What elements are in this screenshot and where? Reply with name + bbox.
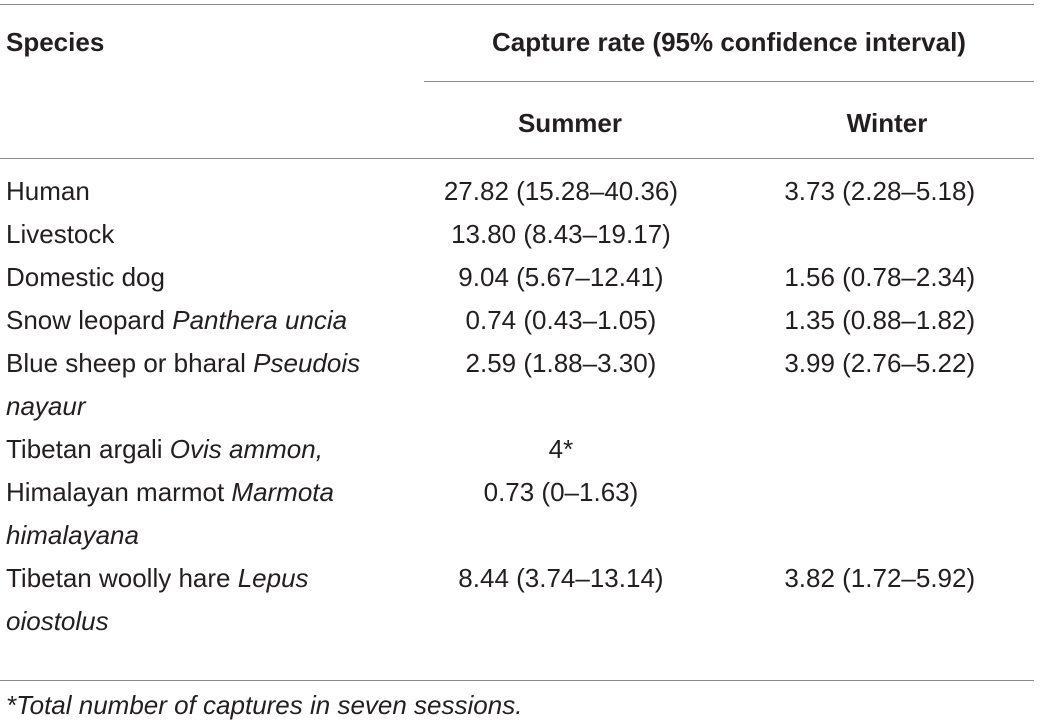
species-cell: Livestock [0, 213, 398, 256]
table-row: Human 27.82 (15.28–40.36) 3.73 (2.28–5.18) [0, 170, 1034, 213]
table-row: Livestock 13.80 (8.43–19.17) [0, 213, 1034, 256]
species-cell: Himalayan marmot Marmota himalayana [0, 471, 398, 557]
species-common-name: Snow leopard [6, 305, 173, 335]
header-capture-rate: Capture rate (95% confidence interval) [492, 27, 966, 57]
species-cell: Domestic dog [0, 256, 398, 299]
table-row: Blue sheep or bharal Pseudois nayaur 2.59… [0, 342, 1034, 428]
species-common-name: Tibetan woolly hare [6, 563, 238, 593]
summer-rate-cell: 9.04 (5.67–12.41) [458, 262, 664, 292]
header-subrule [424, 81, 1034, 82]
species-cell: Tibetan argali Ovis ammon, [0, 428, 398, 471]
table-row: Snow leopard Panthera uncia 0.74 (0.43–1.… [0, 299, 1034, 342]
species-scientific-name: Lepus oiostolus [6, 563, 309, 636]
table-row: Domestic dog 9.04 (5.67–12.41) 1.56 (0.78–… [0, 256, 1034, 299]
winter-rate-cell [709, 471, 1034, 557]
table-row: Himalayan marmot Marmota himalayana 0.73 … [0, 471, 1034, 557]
table-row: Tibetan woolly hare Lepus oiostolus 8.44 … [0, 557, 1034, 643]
summer-rate-cell: 0.73 (0–1.63) [483, 477, 639, 507]
winter-rate-cell: 3.99 (2.76–5.22) [784, 348, 976, 378]
summer-rate-cell: 8.44 (3.74–13.14) [458, 563, 664, 593]
species-cell: Blue sheep or bharal Pseudois nayaur [0, 342, 398, 428]
summer-rate-cell: 0.74 (0.43–1.05) [465, 305, 657, 335]
winter-rate-cell: 3.73 (2.28–5.18) [784, 176, 976, 206]
species-common-name: Domestic dog [6, 262, 165, 292]
winter-rate-cell: 3.82 (1.72–5.92) [784, 563, 976, 593]
table-row: Tibetan argali Ovis ammon, 4* [0, 428, 1034, 471]
summer-rate-cell: 27.82 (15.28–40.36) [443, 176, 679, 206]
species-common-name: Blue sheep or bharal [6, 348, 254, 378]
top-rule [0, 4, 1034, 5]
header-bottom-rule [0, 158, 1034, 159]
header-species: Species [6, 27, 105, 57]
summer-rate-cell: 4* [548, 434, 574, 464]
bottom-rule [0, 680, 1034, 681]
winter-rate-cell: 1.56 (0.78–2.34) [784, 262, 976, 292]
species-common-name: Himalayan marmot [6, 477, 232, 507]
species-cell: Tibetan woolly hare Lepus oiostolus [0, 557, 398, 643]
table-footnote: *Total number of captures in seven sessi… [6, 690, 523, 720]
header-summer: Summer [517, 108, 623, 138]
species-scientific-name: Ovis ammon, [169, 434, 323, 464]
header-winter: Winter [846, 108, 928, 138]
species-cell: Snow leopard Panthera uncia [0, 299, 398, 342]
species-scientific-name: Marmota himalayana [6, 477, 334, 550]
summer-rate-cell: 13.80 (8.43–19.17) [451, 219, 671, 249]
table-body: Human 27.82 (15.28–40.36) 3.73 (2.28–5.18)… [0, 170, 1034, 643]
winter-rate-cell [709, 428, 1034, 471]
species-cell: Human [0, 170, 398, 213]
winter-rate-cell [709, 213, 1034, 256]
species-scientific-name: Pseudois nayaur [6, 348, 361, 421]
summer-rate-cell: 2.59 (1.88–3.30) [465, 348, 657, 378]
species-common-name: Livestock [6, 219, 115, 249]
species-scientific-name: Panthera uncia [172, 305, 348, 335]
species-common-name: Tibetan argali [6, 434, 170, 464]
winter-rate-cell: 1.35 (0.88–1.82) [784, 305, 976, 335]
species-common-name: Human [6, 176, 90, 206]
